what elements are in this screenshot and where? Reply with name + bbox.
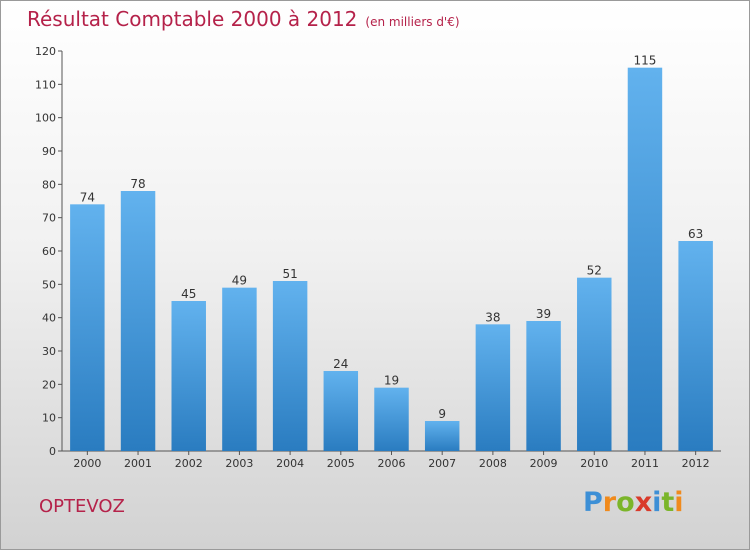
y-tick-label: 30: [42, 345, 56, 358]
x-tick-label: 2001: [124, 457, 152, 470]
bar: [475, 324, 511, 451]
bar: [272, 281, 308, 451]
logo-letter: o: [616, 487, 635, 518]
bar-value-label: 51: [282, 267, 297, 281]
y-tick-label: 50: [42, 278, 56, 291]
x-tick-label: 2010: [580, 457, 608, 470]
x-tick-label: 2005: [327, 457, 355, 470]
x-tick-label: 2003: [225, 457, 253, 470]
bar: [678, 241, 713, 451]
x-tick-label: 2004: [276, 457, 304, 470]
y-tick-label: 120: [35, 45, 56, 58]
logo-letter: t: [661, 487, 675, 518]
bar-value-label: 74: [80, 190, 95, 204]
chart-subtitle: (en milliers d'€): [365, 15, 460, 29]
proxiti-logo: Proxiti: [583, 487, 684, 518]
y-tick-label: 20: [42, 378, 56, 391]
logo-letter: r: [602, 487, 617, 518]
bar-value-label: 115: [634, 54, 657, 68]
y-tick-label: 10: [42, 412, 56, 425]
bar: [374, 387, 409, 451]
bar: [171, 301, 206, 451]
bar: [323, 371, 359, 451]
bars: [70, 67, 713, 452]
y-tick-label: 90: [42, 145, 56, 158]
bar: [526, 321, 561, 451]
y-tick-label: 110: [35, 78, 56, 91]
bar: [424, 421, 460, 451]
y-tick-label: 0: [49, 445, 56, 458]
bar: [222, 287, 257, 451]
x-tick-label: 2002: [175, 457, 203, 470]
bar: [120, 191, 156, 451]
bar-value-label: 38: [485, 310, 500, 324]
bar-value-label: 39: [536, 307, 551, 321]
y-tick-label: 40: [42, 312, 56, 325]
axes: 0 10 20 30 40 50 60 70 80 90 100 110 120 2000 2001 2002…: [35, 45, 721, 470]
bar-value-label: 9: [438, 407, 446, 421]
chart-title-text: Résultat Comptable 2000 à 2012: [27, 7, 358, 31]
bar-value-label: 45: [181, 287, 196, 301]
x-tick-label: 2011: [631, 457, 659, 470]
y-tick-label: 70: [42, 212, 56, 225]
logo-letter: i: [674, 487, 684, 518]
logo-letter: i: [652, 487, 662, 518]
logo-letter: x: [634, 487, 653, 518]
bar-value-label: 24: [333, 357, 348, 371]
y-tick-label: 60: [42, 245, 56, 258]
x-tick-label: 2007: [428, 457, 456, 470]
bar-value-label: 78: [130, 177, 145, 191]
logo-letter: P: [583, 487, 603, 518]
x-tick-label: 2000: [73, 457, 101, 470]
bar: [70, 204, 105, 451]
data-labels: 74 78 45 49 51 24 19 9 38 39 52 115 63: [80, 54, 704, 421]
commune-name: OPTEVOZ: [39, 496, 125, 517]
x-tick-label: 2008: [479, 457, 507, 470]
bar: [577, 277, 612, 451]
y-tick-label: 100: [35, 112, 56, 125]
bar: [627, 67, 663, 452]
chart-title: Résultat Comptable 2000 à 2012 (en millie…: [27, 7, 460, 31]
x-tick-label: 2009: [530, 457, 558, 470]
bar-value-label: 63: [688, 227, 703, 241]
bar-value-label: 52: [587, 264, 602, 278]
bar-value-label: 19: [384, 374, 399, 388]
x-tick-label: 2012: [682, 457, 710, 470]
bar-value-label: 49: [232, 274, 247, 288]
x-tick-label: 2006: [378, 457, 406, 470]
y-tick-label: 80: [42, 178, 56, 191]
